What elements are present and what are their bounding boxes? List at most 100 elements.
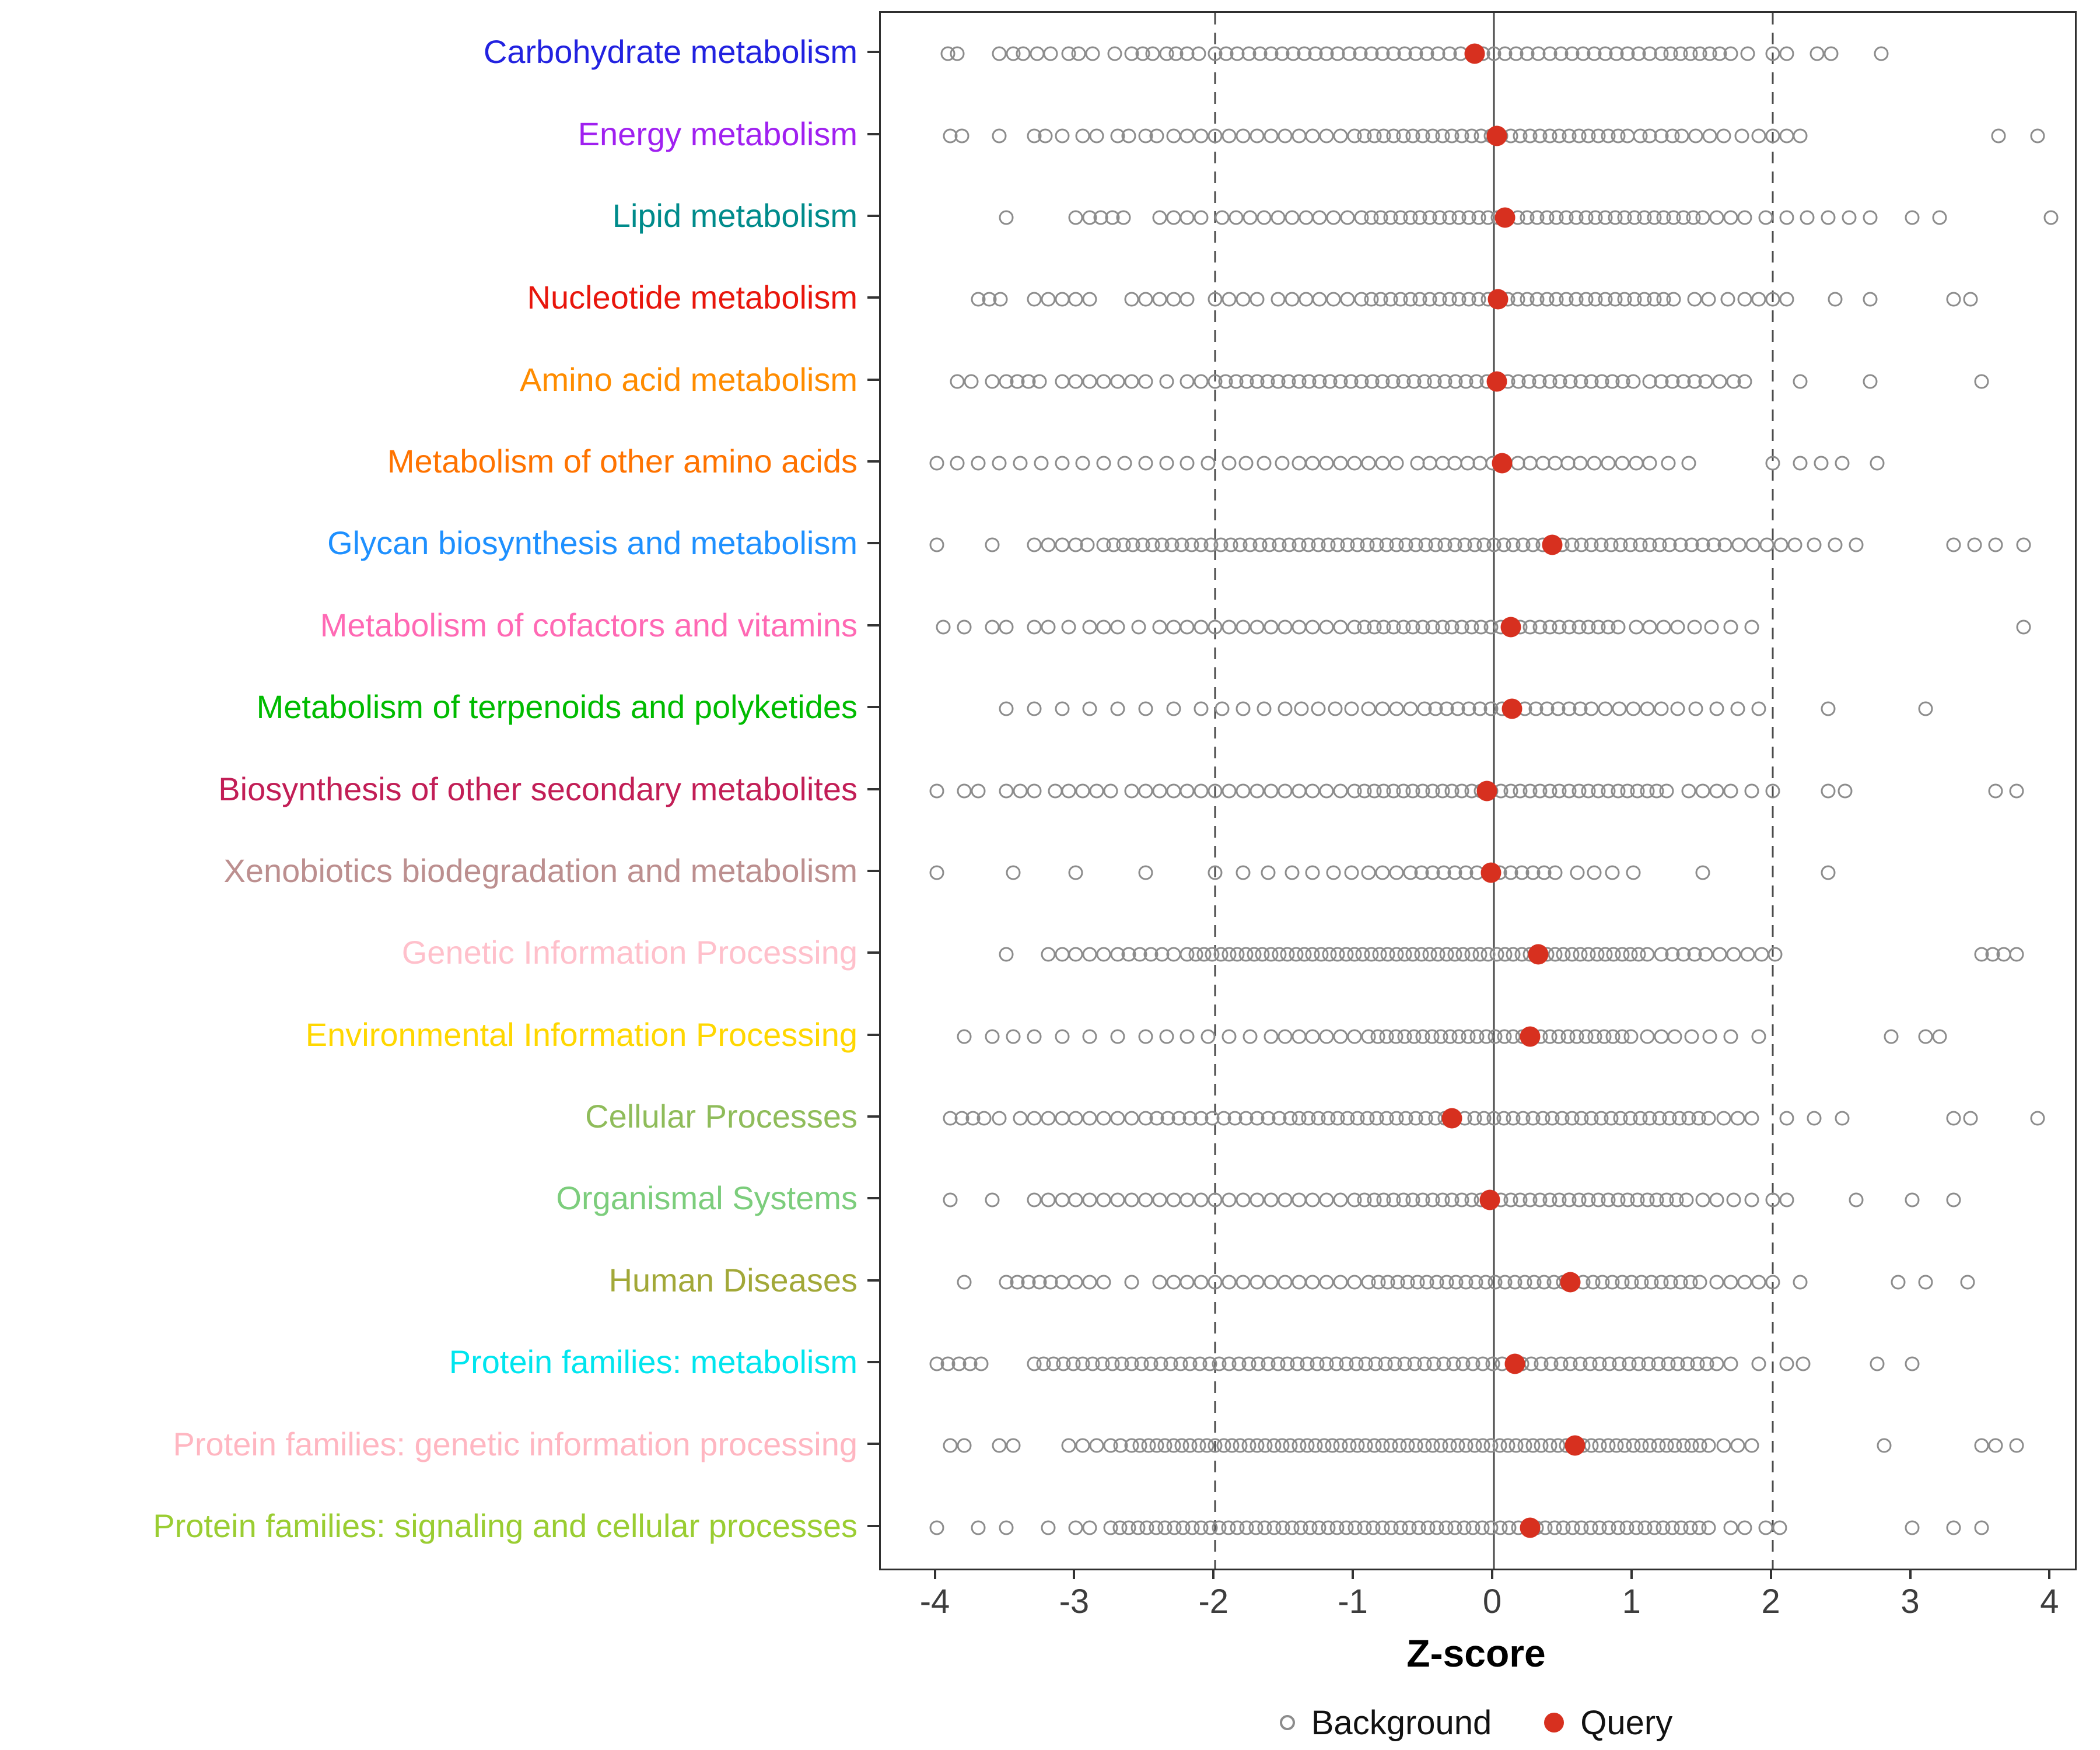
background-point bbox=[1138, 374, 1153, 389]
y-axis-labels: Carbohydrate metabolism Energy metabolism… bbox=[0, 11, 858, 1567]
background-point bbox=[992, 1111, 1007, 1126]
background-point bbox=[1200, 1029, 1216, 1044]
background-point bbox=[1166, 1275, 1181, 1290]
background-point bbox=[1319, 1192, 1334, 1208]
background-point bbox=[1208, 783, 1223, 798]
background-point bbox=[1709, 1192, 1724, 1208]
background-point bbox=[1333, 1275, 1348, 1290]
background-point bbox=[957, 620, 972, 635]
x-tick-mark bbox=[1490, 1569, 1493, 1579]
background-point bbox=[1744, 1438, 1759, 1453]
background-point bbox=[1768, 947, 1783, 962]
background-point bbox=[1340, 292, 1355, 307]
background-point bbox=[1166, 783, 1181, 798]
y-tick-mark bbox=[867, 296, 879, 299]
background-point bbox=[929, 456, 944, 471]
background-point bbox=[950, 456, 965, 471]
background-point bbox=[1292, 783, 1307, 798]
background-point bbox=[1110, 374, 1125, 389]
background-point bbox=[1027, 292, 1042, 307]
background-point bbox=[1932, 210, 1947, 225]
background-point bbox=[1096, 374, 1111, 389]
background-point bbox=[1194, 128, 1209, 144]
x-tick-mark bbox=[1769, 1569, 1772, 1579]
y-axis-label: Metabolism of terpenoids and polyketides bbox=[256, 688, 858, 726]
background-point bbox=[1670, 620, 1685, 635]
x-tick-label: -2 bbox=[1198, 1583, 1229, 1620]
background-point bbox=[1138, 865, 1153, 880]
y-tick-mark bbox=[867, 1279, 879, 1282]
background-point bbox=[1236, 701, 1251, 716]
background-point bbox=[1085, 46, 1100, 61]
background-point bbox=[1138, 783, 1153, 798]
background-point bbox=[1250, 292, 1265, 307]
background-point bbox=[1068, 1111, 1083, 1126]
background-point bbox=[1110, 1192, 1125, 1208]
background-point bbox=[1319, 620, 1334, 635]
background-point bbox=[1278, 620, 1293, 635]
background-point bbox=[1041, 292, 1056, 307]
background-point bbox=[1723, 620, 1738, 635]
background-point bbox=[1208, 1275, 1223, 1290]
background-point bbox=[1096, 1275, 1111, 1290]
background-point bbox=[1236, 865, 1251, 880]
background-point bbox=[1946, 537, 1961, 552]
background-point bbox=[1779, 1192, 1794, 1208]
x-tick-label: -4 bbox=[919, 1583, 950, 1620]
background-point bbox=[1737, 292, 1752, 307]
background-point bbox=[1030, 46, 1045, 61]
background-point bbox=[1284, 865, 1300, 880]
background-point bbox=[929, 537, 944, 552]
background-point bbox=[2030, 1111, 2045, 1126]
background-point bbox=[1131, 620, 1146, 635]
background-point bbox=[1096, 620, 1111, 635]
background-point bbox=[1082, 292, 1097, 307]
y-tick-mark bbox=[867, 951, 879, 954]
background-point bbox=[1918, 1275, 1933, 1290]
background-point bbox=[1270, 292, 1286, 307]
background-point bbox=[1068, 292, 1083, 307]
background-point bbox=[1874, 46, 1889, 61]
background-point bbox=[971, 783, 986, 798]
background-point bbox=[1110, 620, 1125, 635]
background-point bbox=[1068, 1275, 1083, 1290]
x-tick-mark bbox=[2048, 1569, 2051, 1579]
x-axis-tick-labels: -4 -3 -2 -1 0 1 2 3 4 bbox=[879, 1582, 2073, 1624]
y-tick-mark bbox=[867, 624, 879, 626]
background-point bbox=[1250, 1192, 1265, 1208]
background-point bbox=[1041, 1111, 1056, 1126]
background-point bbox=[985, 1029, 1000, 1044]
background-point bbox=[1149, 128, 1164, 144]
background-point bbox=[1041, 1192, 1056, 1208]
background-point bbox=[1772, 1520, 1787, 1535]
background-point bbox=[1121, 128, 1136, 144]
background-point bbox=[1152, 620, 1167, 635]
background-point bbox=[1071, 46, 1086, 61]
background-point bbox=[1709, 210, 1724, 225]
background-point bbox=[2009, 783, 2024, 798]
background-point bbox=[957, 1438, 972, 1453]
background-point bbox=[1305, 1275, 1320, 1290]
background-point bbox=[1194, 1275, 1209, 1290]
background-point bbox=[1626, 374, 1641, 389]
background-point bbox=[1048, 783, 1063, 798]
y-tick-mark bbox=[867, 1443, 879, 1446]
background-point bbox=[957, 783, 972, 798]
background-point bbox=[1242, 210, 1258, 225]
background-point bbox=[1096, 947, 1111, 962]
background-point bbox=[1319, 128, 1334, 144]
y-tick-mark bbox=[867, 51, 879, 54]
background-point bbox=[1620, 128, 1635, 144]
background-point bbox=[1615, 456, 1630, 471]
background-point bbox=[1082, 1111, 1097, 1126]
background-point bbox=[999, 1520, 1014, 1535]
background-point bbox=[1838, 783, 1853, 798]
background-point bbox=[993, 292, 1008, 307]
background-point bbox=[1800, 210, 1815, 225]
background-point bbox=[1110, 1029, 1125, 1044]
background-point bbox=[1723, 1029, 1738, 1044]
background-point bbox=[1068, 374, 1083, 389]
background-point bbox=[1333, 620, 1348, 635]
background-point bbox=[1870, 1356, 1885, 1371]
background-point bbox=[1730, 701, 1745, 716]
